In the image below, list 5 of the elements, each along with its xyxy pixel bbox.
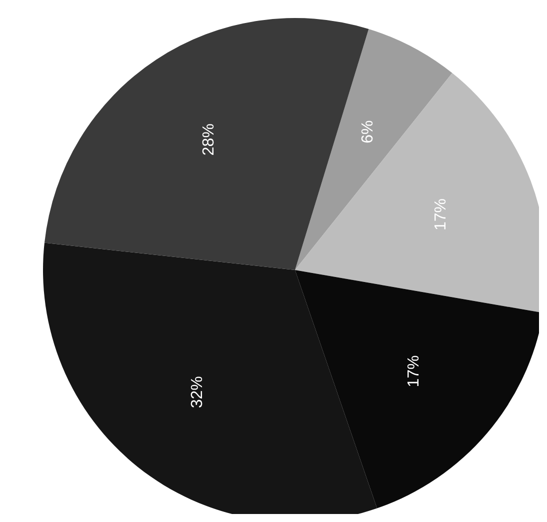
data-label: 28%: [200, 124, 218, 156]
data-label: 32%: [189, 376, 206, 408]
data-label: 17%: [432, 198, 450, 231]
data-label: 17%: [405, 355, 422, 388]
data-label: 6%: [359, 120, 376, 144]
